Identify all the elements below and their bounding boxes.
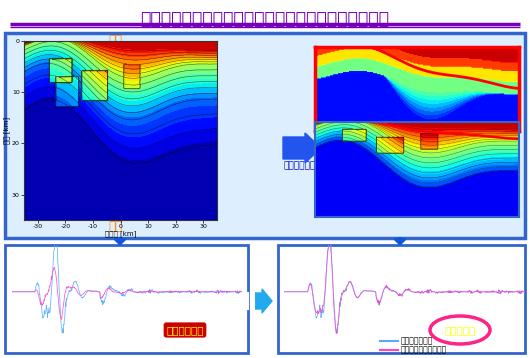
FancyArrow shape	[254, 289, 272, 313]
Text: 地下: 地下	[108, 219, 122, 232]
Text: 再現できる: 再現できる	[444, 325, 475, 335]
Text: 地表: 地表	[108, 34, 122, 47]
FancyArrow shape	[430, 111, 441, 130]
Text: 地下構造モデルの高度化による強震動波形の高精度化: 地下構造モデルの高度化による強震動波形の高精度化	[140, 10, 390, 28]
Text: 観測された波形: 観測された波形	[401, 337, 434, 345]
FancyBboxPatch shape	[278, 245, 525, 353]
Y-axis label: 深さ [km]: 深さ [km]	[4, 117, 11, 144]
FancyBboxPatch shape	[5, 245, 248, 353]
Text: 再現できない: 再現できない	[166, 325, 204, 335]
FancyBboxPatch shape	[5, 33, 525, 238]
Text: モデルの高度化: モデルの高度化	[283, 161, 321, 170]
Text: モデルで再現した波形: モデルで再現した波形	[401, 345, 447, 354]
FancyArrow shape	[114, 238, 126, 245]
FancyArrow shape	[283, 133, 321, 163]
FancyArrow shape	[394, 238, 406, 245]
X-axis label: 横断距 [km]: 横断距 [km]	[105, 231, 136, 237]
